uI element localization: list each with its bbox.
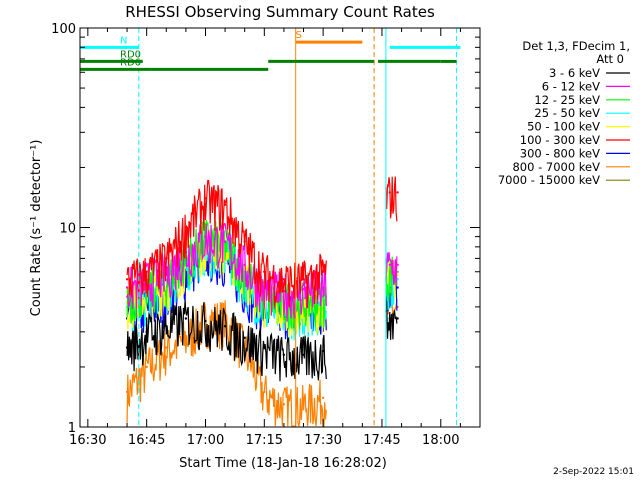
legend-label: 3 - 6 keV — [549, 66, 600, 80]
data-point-3-6-kev — [302, 353, 305, 356]
series-line-3-6-kev — [126, 299, 327, 382]
data-point-6-12-kev — [396, 263, 399, 266]
series-line-6-12-kev — [385, 251, 398, 286]
x-tick-label: 16:45 — [128, 433, 165, 448]
data-point-3-6-kev — [145, 330, 148, 333]
series-line-800-7000-kev — [126, 300, 327, 427]
y-tick-label: 100 — [51, 22, 76, 37]
x-tick-label: 17:45 — [363, 433, 400, 448]
data-point-3-6-kev — [282, 353, 286, 356]
data-point-3-6-kev — [321, 349, 325, 353]
data-point-300-800-kev — [396, 286, 399, 289]
data-point-800-7000-kev — [321, 396, 325, 399]
legend-header-line-1: Det 1,3, FDecim 1, — [522, 39, 630, 53]
chart-title: RHESSI Observing Summary Count Rates — [125, 3, 435, 21]
series-line-3-6-kev — [385, 301, 398, 340]
data-point-800-7000-kev — [165, 346, 168, 349]
data-point-3-6-kev — [223, 325, 227, 328]
data-point-100-300-kev — [263, 270, 266, 273]
data-point-100-300-kev — [388, 191, 391, 194]
data-point-3-6-kev — [125, 346, 129, 349]
flag-label-rd6: RD6 — [120, 57, 141, 68]
axis-ticks: 1 10 100 16:30 16:45 17:00 17:15 17:30 17:45 18:0… — [51, 22, 480, 448]
data-point-100-300-kev — [223, 203, 227, 206]
legend-label: 7000 - 15000 keV — [498, 173, 600, 187]
data-point-6-12-kev — [223, 240, 227, 243]
data-point-100-300-kev — [125, 278, 129, 281]
legend-label: 50 - 100 keV — [527, 120, 600, 134]
data-point-6-12-kev — [388, 263, 391, 266]
series-line-12-25-kev — [385, 256, 398, 303]
data-point-6-12-kev — [125, 286, 129, 289]
y-tick-label: 10 — [59, 222, 76, 237]
flag-label-rd0: RD0 — [120, 49, 141, 60]
x-tick-label: 18:00 — [422, 433, 459, 448]
data-point-100-300-kev — [396, 191, 399, 194]
data-point-3-6-kev — [263, 346, 266, 349]
flag-label-s: S — [296, 30, 302, 41]
data-point-100-300-kev — [282, 278, 286, 281]
chart-marks — [125, 176, 399, 427]
data-point-12-25-kev — [388, 270, 391, 273]
flag-label-n: N — [120, 35, 127, 46]
legend-label: 800 - 7000 keV — [512, 160, 600, 174]
data-point-3-6-kev — [396, 317, 399, 320]
data-point-100-300-kev — [184, 226, 188, 229]
x-tick-label: 17:00 — [187, 433, 224, 448]
data-point-6-12-kev — [321, 286, 325, 289]
data-point-3-6-kev — [204, 319, 207, 323]
x-tick-label: 17:15 — [246, 433, 283, 448]
data-point-800-7000-kev — [125, 390, 129, 394]
data-point-100-300-kev — [321, 270, 325, 273]
data-point-6-12-kev — [243, 263, 246, 266]
data-point-12-25-kev — [302, 297, 305, 300]
legend-label: 25 - 50 keV — [534, 106, 600, 120]
legend-label: 6 - 12 keV — [542, 79, 600, 93]
y-tick-label: 1 — [68, 421, 76, 436]
timestamp: 2-Sep-2022 15:01 — [553, 467, 634, 477]
series-line-100-300-kev — [126, 179, 327, 308]
data-point-3-6-kev — [243, 336, 246, 339]
data-point-100-300-kev — [243, 240, 246, 243]
y-axis-label: Count Rate (s⁻¹ detector⁻¹) — [29, 140, 44, 317]
data-point-800-7000-kev — [263, 390, 266, 394]
data-point-3-6-kev — [388, 317, 391, 320]
series-line-100-300-kev — [385, 176, 398, 222]
x-tick-label: 16:30 — [69, 433, 106, 448]
data-point-100-300-kev — [165, 257, 168, 260]
data-point-100-300-kev — [204, 197, 207, 200]
data-point-3-6-kev — [165, 325, 168, 328]
series-3-6-kev — [125, 299, 399, 382]
legend-label: 300 - 800 keV — [520, 146, 600, 160]
data-point-800-7000-kev — [184, 336, 188, 339]
legend-label: 100 - 300 keV — [520, 133, 600, 147]
series-100-300-kev — [125, 176, 399, 308]
legend-header-line-2: Att 0 — [596, 52, 624, 66]
data-point-800-7000-kev — [282, 403, 286, 406]
data-point-100-300-kev — [302, 278, 305, 281]
data-point-800-7000-kev — [145, 365, 148, 369]
data-point-6-12-kev — [302, 288, 305, 291]
x-tick-label: 17:30 — [304, 433, 341, 448]
legend-label: 12 - 25 keV — [534, 93, 600, 107]
data-point-6-12-kev — [204, 235, 207, 238]
data-point-800-7000-kev — [302, 403, 305, 406]
series-line-6-12-kev — [126, 222, 327, 322]
data-point-3-6-kev — [184, 317, 188, 320]
data-point-100-300-kev — [145, 270, 148, 273]
x-axis-label: Start Time (18-Jan-18 16:28:02) — [179, 456, 387, 471]
